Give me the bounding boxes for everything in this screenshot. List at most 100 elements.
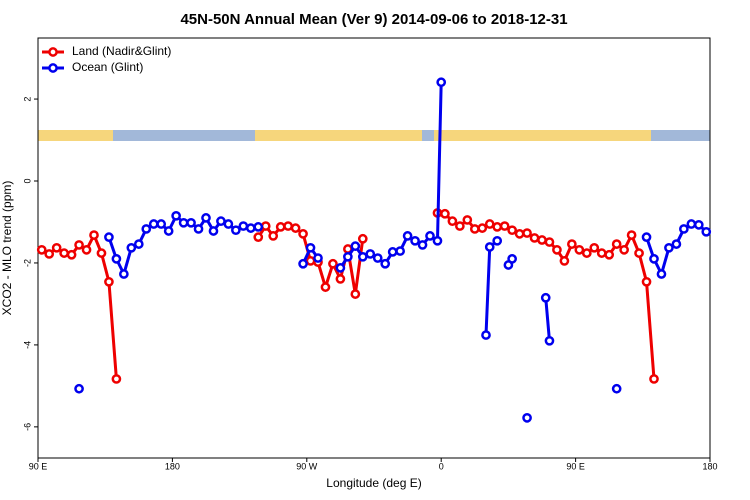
land-ocean-strip <box>38 130 710 141</box>
data-point <box>148 219 159 229</box>
data-point <box>305 242 316 253</box>
data-point <box>469 224 480 234</box>
data-point <box>268 231 279 241</box>
data-point <box>611 239 622 249</box>
data-point <box>402 231 413 241</box>
data-point <box>305 256 316 266</box>
data-point <box>492 222 503 232</box>
data-point <box>540 292 551 303</box>
data-point <box>350 241 361 252</box>
data-point <box>380 258 391 269</box>
data-point <box>634 248 644 258</box>
data-point <box>141 224 152 234</box>
land-band <box>38 130 113 141</box>
data-point <box>589 242 600 253</box>
data-point <box>686 219 697 229</box>
data-point <box>440 208 450 219</box>
data-point <box>343 251 353 262</box>
data-point <box>693 219 704 230</box>
data-point <box>484 242 495 252</box>
data-point <box>484 219 495 229</box>
data-point <box>298 258 308 269</box>
data-point <box>552 244 562 255</box>
data-point <box>253 232 264 242</box>
data-point <box>455 221 465 231</box>
data-point <box>365 249 376 259</box>
data-point <box>664 242 674 253</box>
data-point <box>432 235 443 246</box>
x-tick-label: 180 <box>165 461 180 471</box>
data-point <box>447 216 458 227</box>
data-point <box>514 229 525 239</box>
data-point <box>171 210 181 221</box>
data-point <box>507 254 517 264</box>
data-point <box>417 240 428 250</box>
x-axis-label: Longitude (deg E) <box>326 476 421 490</box>
data-point <box>231 225 241 236</box>
data-point <box>133 239 144 249</box>
data-point <box>559 256 570 266</box>
data-point <box>36 244 47 255</box>
data-point <box>74 383 84 394</box>
legend-label: Land (Nadir&Glint) <box>72 44 171 58</box>
data-point <box>641 276 652 287</box>
data-point <box>328 258 338 269</box>
data-point <box>44 249 55 259</box>
data-point <box>649 374 659 384</box>
chart-title: 45N-50N Annual Mean (Ver 9) 2014-09-06 t… <box>180 11 567 28</box>
data-point <box>507 225 517 236</box>
land-band <box>434 130 651 141</box>
data-point <box>656 269 667 279</box>
data-point <box>671 239 682 249</box>
legend-marker <box>48 47 58 57</box>
data-point <box>567 239 577 249</box>
data-point <box>522 412 532 423</box>
y-tick-label: -4 <box>22 341 32 349</box>
y-tick-label: 0 <box>22 178 32 183</box>
data-point <box>81 244 92 255</box>
y-tick-label: -6 <box>22 423 32 431</box>
data-point <box>462 215 473 225</box>
data-point <box>104 276 114 287</box>
data-point <box>410 235 420 246</box>
data-point <box>111 374 122 384</box>
data-point <box>335 274 346 284</box>
data-point <box>372 253 383 263</box>
data-point <box>387 247 398 257</box>
data-point <box>425 231 435 241</box>
y-tick-label: -2 <box>22 259 32 267</box>
data-point <box>126 242 137 253</box>
data-point <box>701 226 712 237</box>
data-point <box>253 222 264 232</box>
data-point <box>223 219 234 229</box>
data-point <box>641 232 652 242</box>
data-point <box>201 213 211 223</box>
data-point <box>216 216 226 227</box>
data-point <box>537 235 547 245</box>
x-tick-label: 90 E <box>29 461 48 471</box>
land-band <box>255 130 422 141</box>
data-point <box>283 221 293 231</box>
data-point <box>313 253 323 263</box>
y-tick-label: 2 <box>22 97 32 102</box>
data-point <box>238 221 249 231</box>
data-point <box>119 269 129 279</box>
data-point <box>245 223 256 233</box>
data-point <box>581 248 592 258</box>
data-point <box>544 237 555 247</box>
data-point <box>649 254 659 264</box>
legend-marker <box>48 63 58 73</box>
data-point <box>481 330 491 340</box>
data-point <box>260 221 271 231</box>
data-point <box>611 383 622 394</box>
data-point <box>156 219 167 229</box>
data-point <box>290 223 301 233</box>
data-point <box>59 248 69 258</box>
data-point <box>499 221 510 231</box>
data-point <box>436 77 447 88</box>
x-tick-label: 90 E <box>566 461 585 471</box>
data-point <box>492 235 503 246</box>
series-line <box>41 211 656 380</box>
data-point <box>163 226 174 236</box>
